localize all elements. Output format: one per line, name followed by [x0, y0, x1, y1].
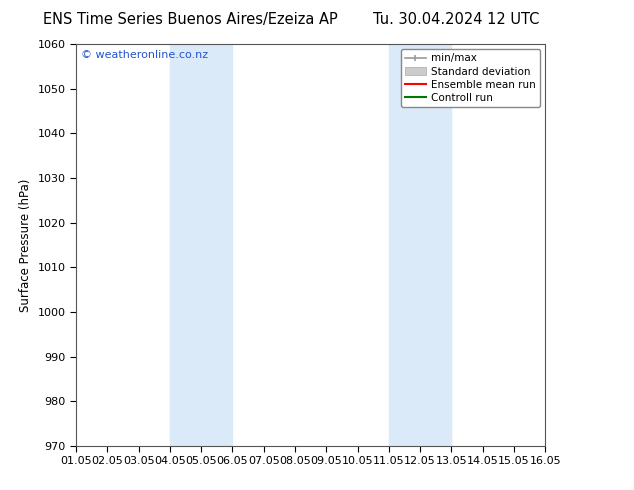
Bar	[389, 44, 451, 446]
Text: © weatheronline.co.nz: © weatheronline.co.nz	[81, 50, 208, 60]
Y-axis label: Surface Pressure (hPa): Surface Pressure (hPa)	[19, 178, 32, 312]
Bar	[170, 44, 233, 446]
Text: ENS Time Series Buenos Aires/Ezeiza AP: ENS Time Series Buenos Aires/Ezeiza AP	[43, 12, 337, 27]
Legend: min/max, Standard deviation, Ensemble mean run, Controll run: min/max, Standard deviation, Ensemble me…	[401, 49, 540, 107]
Text: Tu. 30.04.2024 12 UTC: Tu. 30.04.2024 12 UTC	[373, 12, 540, 27]
